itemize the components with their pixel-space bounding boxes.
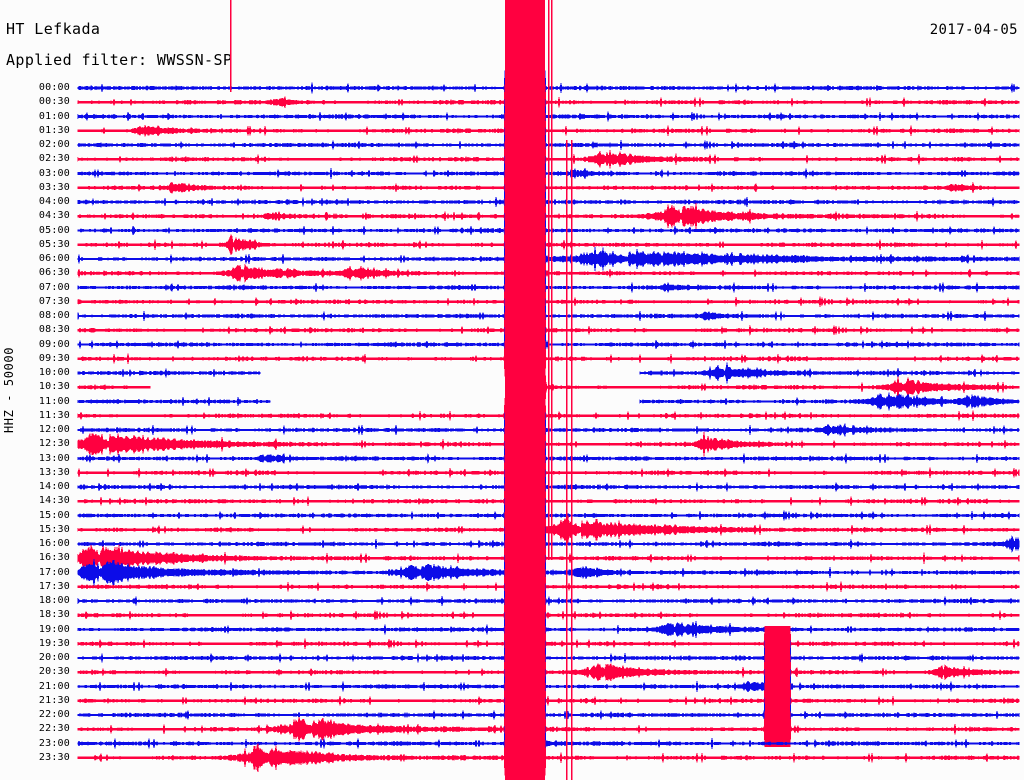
time-tick-label: 13:00 <box>38 452 70 464</box>
time-tick-label: 21:00 <box>38 680 70 692</box>
time-tick-label: 16:30 <box>38 552 70 564</box>
trace-segment <box>77 739 1020 776</box>
time-tick-label: 19:00 <box>38 623 70 635</box>
trace-segment <box>77 725 1020 762</box>
time-tick-label: 11:00 <box>38 395 70 407</box>
trace-row <box>77 725 1020 762</box>
time-tick-label: 20:30 <box>38 666 70 678</box>
trace-row <box>77 682 1020 719</box>
time-tick-label: 07:30 <box>38 295 70 307</box>
trace-row <box>77 369 1020 406</box>
time-tick-label: 03:30 <box>38 181 70 193</box>
date-label: 2017-04-05 <box>929 22 1018 38</box>
time-tick-label: 04:30 <box>38 210 70 222</box>
time-tick-label: 02:00 <box>38 139 70 150</box>
time-tick-label: 12:00 <box>38 424 70 435</box>
time-tick-label: 16:00 <box>38 538 70 549</box>
trace-row <box>77 597 1020 634</box>
time-axis-ticks: 00:00 00:30 01:00 01:30 02:00 02:30 03:00 03:30… <box>0 0 76 780</box>
saturation-hairline <box>566 140 568 780</box>
trace-row <box>77 625 1020 662</box>
time-tick-label: 05:00 <box>38 224 70 236</box>
trace-segment <box>77 611 1020 648</box>
trace-segment <box>77 640 1020 676</box>
trace-row <box>77 654 1020 691</box>
trace-segment <box>77 597 1020 634</box>
time-tick-label: 23:00 <box>38 737 70 749</box>
trace-segment <box>77 554 1020 591</box>
trace-row <box>77 392 1020 411</box>
time-tick-label: 18:30 <box>38 609 70 621</box>
time-tick-label: 17:30 <box>38 580 70 592</box>
time-tick-label: 15:00 <box>38 509 70 521</box>
time-tick-label: 03:00 <box>38 167 70 179</box>
saturated-band <box>765 636 790 737</box>
trace-segment <box>77 625 1020 662</box>
trace-segment <box>77 384 151 391</box>
time-tick-label: 21:30 <box>38 694 70 706</box>
time-tick-label: 01:00 <box>38 110 70 122</box>
time-tick-label: 09:30 <box>38 352 70 364</box>
trace-row <box>77 554 1020 591</box>
applied-filter-label: Applied filter: WWSSN-SP <box>6 51 233 69</box>
time-tick-label: 01:30 <box>38 124 70 136</box>
page-title: HT Lefkada <box>6 20 101 38</box>
time-tick-label: 08:00 <box>38 310 70 321</box>
time-tick-label: 13:30 <box>38 466 70 478</box>
time-tick-label: 06:30 <box>38 267 70 279</box>
trace-row <box>77 640 1020 676</box>
time-tick-label: 07:00 <box>38 281 70 293</box>
time-tick-label: 19:30 <box>38 637 70 649</box>
time-tick-label: 22:00 <box>38 709 70 720</box>
time-tick-label: 00:30 <box>38 96 70 108</box>
time-tick-label: 08:30 <box>38 324 70 336</box>
time-tick-label: 22:30 <box>38 723 70 735</box>
trace-segment <box>77 654 1020 691</box>
time-tick-label: 00:00 <box>38 82 70 93</box>
trace-segment <box>77 396 271 407</box>
time-tick-label: 12:30 <box>38 438 70 450</box>
time-tick-label: 09:00 <box>38 338 70 350</box>
saturation-hairline <box>571 140 573 780</box>
time-tick-label: 10:30 <box>38 381 70 393</box>
trace-segment <box>77 367 261 379</box>
trace-segment <box>77 682 1020 719</box>
saturation-hairline <box>230 0 232 92</box>
trace-segment <box>77 568 1020 605</box>
time-tick-label: 04:00 <box>38 196 70 207</box>
trace-row <box>77 583 1020 619</box>
saturation-hairline <box>551 0 553 560</box>
time-tick-label: 11:30 <box>38 409 70 421</box>
trace-row <box>77 362 1020 384</box>
saturated-band-overflow <box>505 0 545 780</box>
time-tick-label: 15:30 <box>38 523 70 535</box>
time-tick-label: 02:30 <box>38 153 70 165</box>
trace-row <box>77 611 1020 648</box>
time-tick-label: 14:00 <box>38 481 70 492</box>
trace-row <box>77 739 1020 776</box>
time-tick-label: 18:00 <box>38 595 70 606</box>
time-tick-label: 06:00 <box>38 253 70 264</box>
time-tick-label: 05:30 <box>38 238 70 250</box>
trace-row <box>77 568 1020 605</box>
time-tick-label: 20:00 <box>38 652 70 663</box>
trace-segment <box>639 392 1020 411</box>
saturation-hairline <box>548 0 550 560</box>
trace-segment <box>519 369 1020 406</box>
time-tick-label: 14:30 <box>38 495 70 507</box>
time-tick-label: 23:30 <box>38 751 70 763</box>
trace-segment <box>77 583 1020 619</box>
time-tick-label: 17:00 <box>38 566 70 578</box>
time-tick-label: 10:00 <box>38 367 70 378</box>
trace-segment <box>639 362 1020 384</box>
